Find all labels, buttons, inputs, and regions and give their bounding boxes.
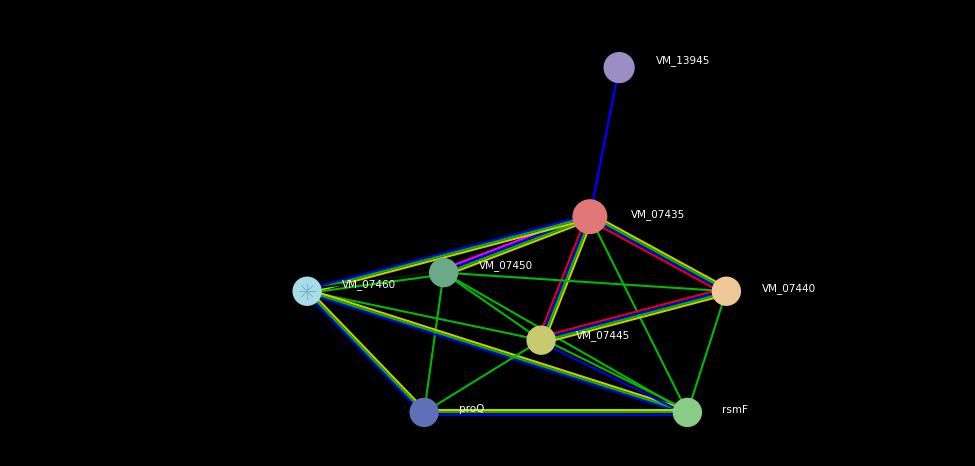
Ellipse shape [430, 259, 457, 287]
Text: VM_07440: VM_07440 [761, 283, 816, 295]
Text: VM_07460: VM_07460 [342, 279, 397, 290]
Text: rsmF: rsmF [722, 405, 749, 415]
Text: VM_13945: VM_13945 [656, 55, 711, 66]
Ellipse shape [713, 277, 740, 305]
Text: VM_07450: VM_07450 [479, 260, 533, 271]
Ellipse shape [573, 200, 606, 233]
Ellipse shape [674, 398, 701, 426]
Ellipse shape [527, 326, 555, 354]
Text: VM_07445: VM_07445 [576, 330, 631, 341]
Ellipse shape [293, 277, 321, 305]
Ellipse shape [410, 398, 438, 426]
Text: proQ: proQ [459, 404, 485, 414]
Ellipse shape [604, 53, 634, 82]
Text: VM_07435: VM_07435 [631, 209, 685, 220]
